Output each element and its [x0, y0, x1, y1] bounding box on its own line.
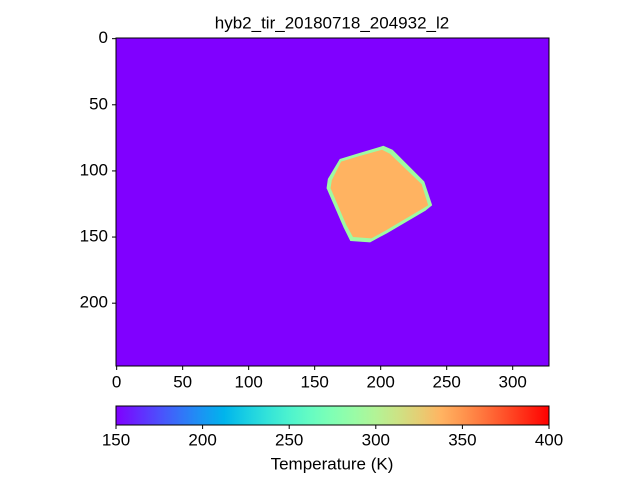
- chart-title: hyb2_tir_20180718_204932_l2: [215, 13, 449, 32]
- x-tick-label: 150: [300, 372, 328, 391]
- x-tick-label: 0: [112, 372, 121, 391]
- x-tick-label: 250: [433, 372, 461, 391]
- colorbar-tick-label: 200: [188, 430, 216, 449]
- y-tick-label: 50: [89, 94, 108, 113]
- colorbar-tick-label: 250: [275, 430, 303, 449]
- x-tick-label: 300: [499, 372, 527, 391]
- x-tick-label: 200: [366, 372, 394, 391]
- colorbar-label: Temperature (K): [271, 454, 394, 473]
- y-tick-label: 0: [99, 28, 108, 47]
- y-tick-label: 100: [80, 160, 108, 179]
- axes-frame: [115, 37, 550, 367]
- image-background: [116, 38, 549, 366]
- colorbar: [115, 405, 550, 426]
- colorbar-tick-label: 300: [362, 430, 390, 449]
- x-tick-label: 50: [173, 372, 192, 391]
- region: [330, 149, 429, 239]
- colorbar-tick-label: 150: [102, 430, 130, 449]
- y-tick-label: 200: [80, 293, 108, 312]
- y-tick-label: 150: [80, 227, 108, 246]
- colorbar-tick-label: 350: [448, 430, 476, 449]
- colorbar-tick-label: 400: [535, 430, 563, 449]
- x-tick-label: 100: [234, 372, 262, 391]
